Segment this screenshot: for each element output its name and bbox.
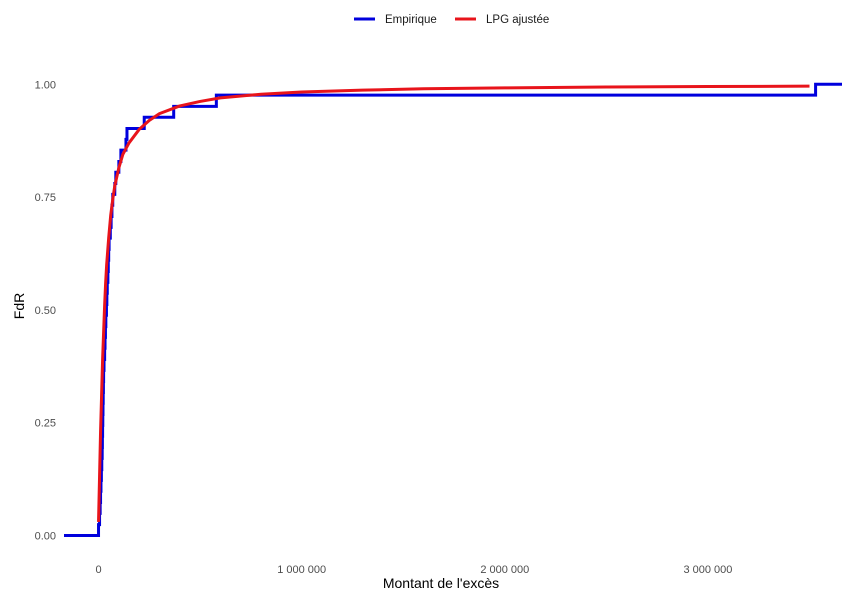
y-tick-label: 0.50 <box>35 305 56 317</box>
x-axis-title: Montant de l'excès <box>383 575 499 591</box>
y-tick-label: 0.75 <box>35 192 56 204</box>
series-line-lpg-ajustee <box>97 84 810 522</box>
legend: Empirique LPG ajustée <box>354 14 549 26</box>
y-tick-label: 1.00 <box>35 79 56 91</box>
x-tick-label: 3 000 000 <box>683 564 732 576</box>
x-tick-label: 1 000 000 <box>277 564 326 576</box>
legend-label-lpg: LPG ajustée <box>486 14 549 26</box>
x-tick-label: 2 000 000 <box>480 564 529 576</box>
y-axis-title: FdR <box>11 293 27 319</box>
y-tick-label: 0.00 <box>35 530 56 542</box>
x-axis-ticks: 0 1 000 000 2 000 000 3 000 000 <box>95 564 732 576</box>
series-line-empirique <box>64 82 842 537</box>
x-tick-label: 0 <box>95 564 101 576</box>
legend-label-empirique: Empirique <box>385 14 437 26</box>
plot-area <box>64 82 842 537</box>
y-axis-ticks: 0.00 0.25 0.50 0.75 1.00 <box>35 79 56 542</box>
y-tick-label: 0.25 <box>35 418 56 430</box>
